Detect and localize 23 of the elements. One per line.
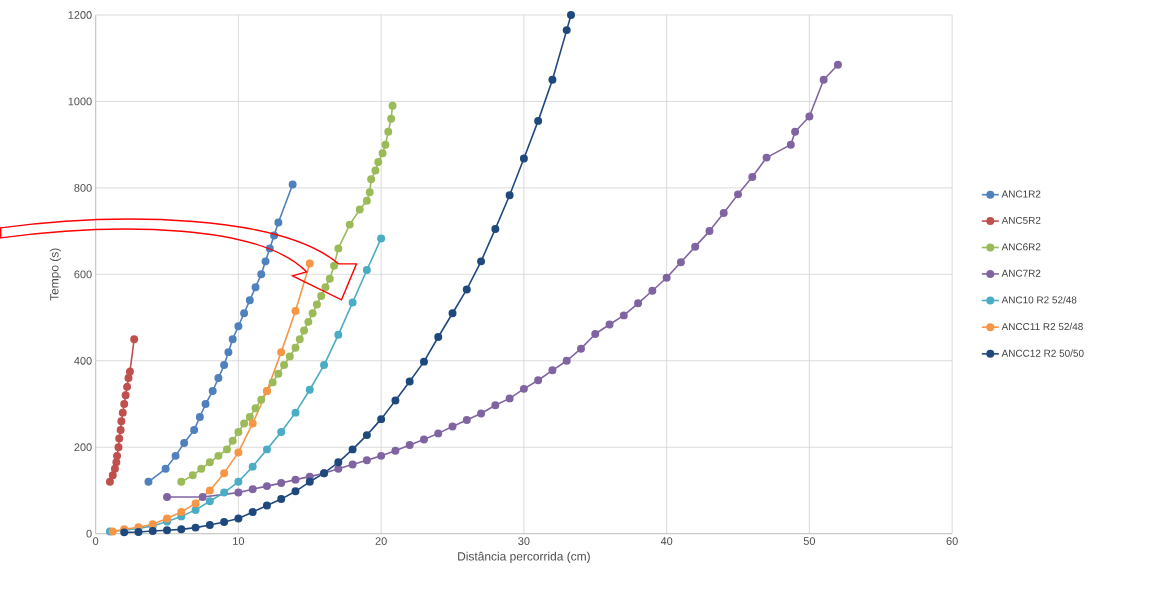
y-tick-label: 400 — [74, 357, 92, 365]
x-axis-title: Distância percorrida (cm) — [458, 551, 590, 564]
y-tick-label: 800 — [74, 184, 92, 192]
y-tick-label: 200 — [74, 443, 92, 452]
y-tick-label: 1200 — [68, 11, 92, 20]
legend-label: ANC1R2 — [1001, 190, 1041, 198]
legend-label: ANCC11 R2 52/48 — [1001, 323, 1083, 331]
y-axis-title: Tempo (s) — [49, 248, 61, 301]
x-tick-label: 40 — [660, 537, 673, 546]
x-tick-label: 50 — [803, 537, 816, 546]
legend-label: ANC10 R2 52/48 — [1001, 296, 1077, 304]
x-tick-label: 30 — [518, 537, 530, 546]
x-tick-label: 60 — [946, 537, 958, 546]
y-tick-label: 600 — [74, 270, 92, 279]
y-tick-label: 0 — [86, 529, 92, 538]
legend-label: ANC6R2 — [1001, 243, 1041, 251]
y-tick-label: 1000 — [68, 97, 92, 106]
legend-label: ANCC12 R2 50/50 — [1001, 349, 1084, 357]
legend-label: ANC5R2 — [1001, 217, 1041, 225]
legend-label: ANC7R2 — [1001, 269, 1041, 277]
x-tick-label: 0 — [93, 537, 99, 546]
x-tick-label: 20 — [375, 537, 387, 546]
x-tick-label: 10 — [233, 537, 245, 546]
